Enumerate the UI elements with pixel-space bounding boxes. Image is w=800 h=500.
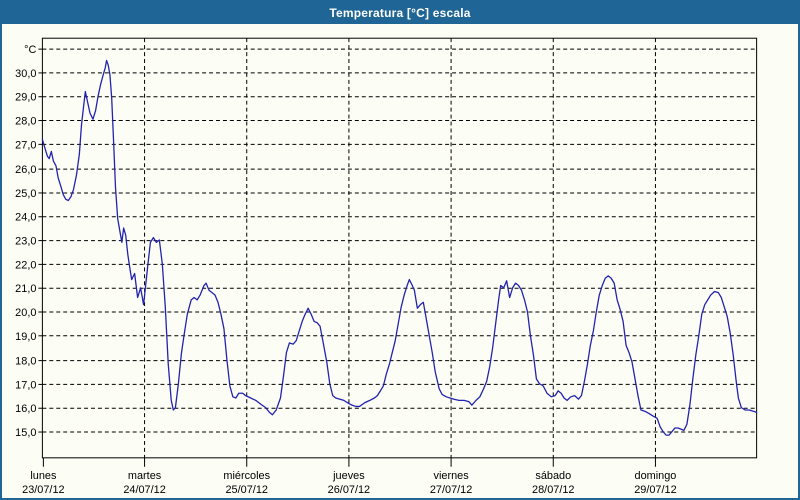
- y-axis-label: 26,0: [15, 164, 36, 176]
- day-date-label: 23/07/12: [22, 484, 64, 496]
- window-title: Temperatura [°C] escala: [329, 6, 471, 20]
- day-name-label: domingo: [635, 470, 677, 482]
- temperature-line: [41, 59, 758, 436]
- y-axis-label: 23,0: [15, 236, 36, 248]
- y-axis-label: 18,0: [15, 356, 36, 368]
- day-name-label: viernes: [434, 470, 470, 482]
- day-date-label: 29/07/12: [634, 484, 676, 496]
- x-tick-marks: [42, 457, 656, 467]
- y-axis-label: 28,0: [15, 116, 36, 128]
- y-axis-label: 25,0: [15, 188, 36, 200]
- y-gridlines: [42, 48, 757, 433]
- day-name-label: martes: [128, 470, 162, 482]
- y-axis-label: 22,0: [15, 259, 36, 271]
- day-name-label: lunes: [30, 470, 57, 482]
- day-date-label: 25/07/12: [226, 484, 268, 496]
- y-axis-label: 20,0: [15, 307, 36, 319]
- y-axis-label: 24,0: [15, 212, 36, 224]
- plot-border: [41, 37, 758, 459]
- day-name-label: miércoles: [223, 470, 270, 482]
- y-axis-label: 27,0: [15, 139, 36, 151]
- y-axis-label: °C: [24, 44, 36, 56]
- y-axis-label: 21,0: [15, 283, 36, 295]
- y-axis-labels: °C 30,0 29,0 28,0 27,0 26,0 25,0 24,0 23,0 22,0 21…: [15, 44, 36, 439]
- day-date-label: 27/07/12: [430, 484, 472, 496]
- y-axis-label: 17,0: [15, 379, 36, 391]
- y-axis-label: 30,0: [15, 68, 36, 80]
- y-axis-label: 29,0: [15, 92, 36, 104]
- titlebar[interactable]: Temperatura [°C] escala: [2, 2, 798, 24]
- day-date-label: 26/07/12: [328, 484, 370, 496]
- y-axis-label: 15,0: [15, 427, 36, 439]
- day-date-label: 28/07/12: [532, 484, 574, 496]
- day-name-label: sábado: [535, 470, 571, 482]
- x-gridlines: [144, 38, 656, 458]
- y-axis-label: 19,0: [15, 331, 36, 343]
- day-date-label: 24/07/12: [123, 484, 165, 496]
- y-tick-marks: [38, 48, 43, 433]
- day-name-label: jueves: [332, 470, 365, 482]
- y-axis-label: 16,0: [15, 403, 36, 415]
- x-axis-labels: lunes 23/07/12 martes 24/07/12 miércoles 25/0…: [22, 470, 677, 496]
